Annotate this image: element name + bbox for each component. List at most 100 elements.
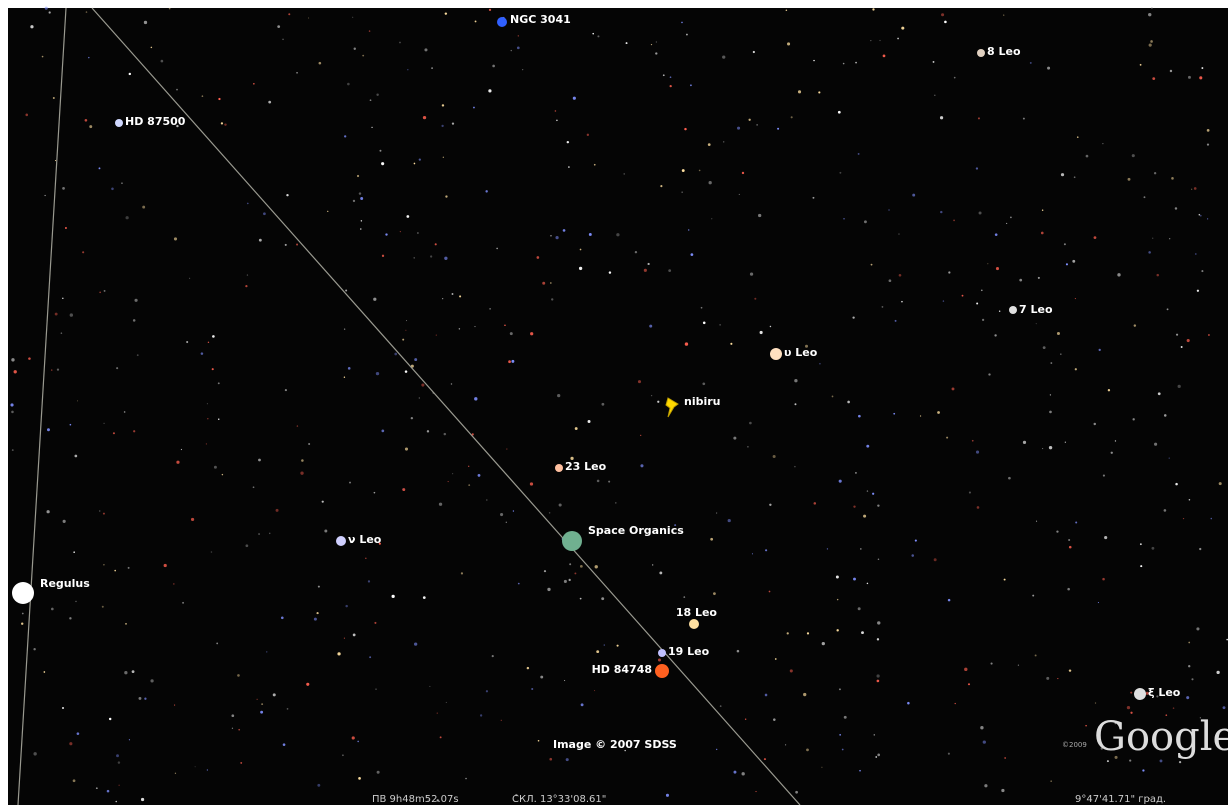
star: [1188, 75, 1191, 79]
star: [1148, 797, 1150, 800]
star: [1060, 173, 1065, 177]
star: [1032, 594, 1035, 597]
star: [819, 363, 821, 365]
object-marker: [115, 119, 123, 127]
star: [968, 491, 971, 494]
star: [1003, 14, 1005, 16]
star: [194, 766, 196, 768]
star: [897, 37, 899, 40]
star: [491, 655, 494, 658]
star: [932, 61, 935, 63]
star: [280, 616, 284, 620]
star: [207, 418, 209, 420]
star: [748, 118, 751, 121]
star: [217, 382, 220, 385]
star: [976, 302, 979, 305]
star: [1102, 142, 1104, 145]
star: [429, 685, 431, 687]
star: [52, 97, 55, 100]
star: [1022, 440, 1027, 444]
star: [1199, 214, 1202, 217]
star: [980, 726, 984, 730]
star: [413, 257, 415, 259]
star: [473, 106, 475, 109]
star: [953, 219, 955, 222]
star: [736, 649, 740, 653]
star: [652, 564, 654, 566]
star: [942, 300, 945, 302]
star: [1046, 676, 1050, 680]
star: [1166, 308, 1169, 311]
star: [1169, 69, 1173, 73]
star: [698, 169, 701, 172]
star: [414, 358, 418, 362]
star: [813, 59, 815, 62]
star: [116, 754, 119, 758]
star: [451, 122, 455, 125]
star: [1216, 670, 1220, 675]
star: [741, 772, 745, 776]
star: [655, 41, 657, 43]
star: [252, 486, 255, 489]
star: [402, 338, 405, 341]
star: [1037, 276, 1040, 279]
star: [426, 430, 430, 433]
star: [418, 397, 420, 399]
star: [812, 196, 815, 199]
star: [407, 69, 409, 71]
star: [378, 542, 381, 545]
star: [597, 35, 600, 38]
star: [360, 197, 364, 200]
star: [982, 740, 986, 744]
star: [452, 473, 454, 475]
star: [879, 39, 881, 42]
star: [640, 464, 644, 468]
star: [690, 84, 692, 87]
star: [1193, 187, 1197, 190]
star: [337, 652, 341, 656]
star: [888, 279, 892, 283]
star: [813, 502, 817, 505]
object-label: HD 87500: [125, 115, 186, 128]
star: [946, 436, 949, 439]
star: [125, 216, 129, 220]
star: [1152, 77, 1156, 81]
star: [994, 334, 997, 337]
star: [888, 209, 890, 211]
star: [857, 152, 860, 155]
star: [1163, 509, 1167, 512]
star: [1174, 207, 1178, 210]
star: [163, 563, 167, 568]
star: [474, 326, 476, 328]
star: [69, 423, 72, 426]
star: [11, 358, 15, 362]
star: [623, 173, 626, 175]
objects: NGC 3041 8 Leo HD 87500 7 Leo υ Leo nibiru 23 …: [12, 13, 1181, 700]
star: [765, 549, 768, 552]
star: [399, 41, 401, 44]
star: [1152, 237, 1154, 239]
star: [394, 352, 398, 356]
star: [614, 740, 616, 743]
star: [657, 658, 661, 662]
star: [1163, 414, 1167, 417]
star: [777, 127, 780, 130]
star: [284, 389, 287, 392]
star: [136, 354, 139, 357]
star: [1175, 333, 1179, 336]
star: [1156, 695, 1159, 698]
star: [62, 519, 66, 523]
star: [674, 524, 677, 527]
object-label: nibiru: [684, 395, 721, 408]
star: [1068, 669, 1072, 672]
star: [434, 243, 437, 246]
star: [160, 59, 164, 63]
star: [190, 517, 195, 522]
object-label: HD 84748: [592, 663, 652, 676]
object-marker: [336, 536, 346, 546]
star: [907, 701, 910, 705]
star: [655, 52, 658, 55]
star: [751, 553, 753, 555]
star: [77, 400, 79, 402]
